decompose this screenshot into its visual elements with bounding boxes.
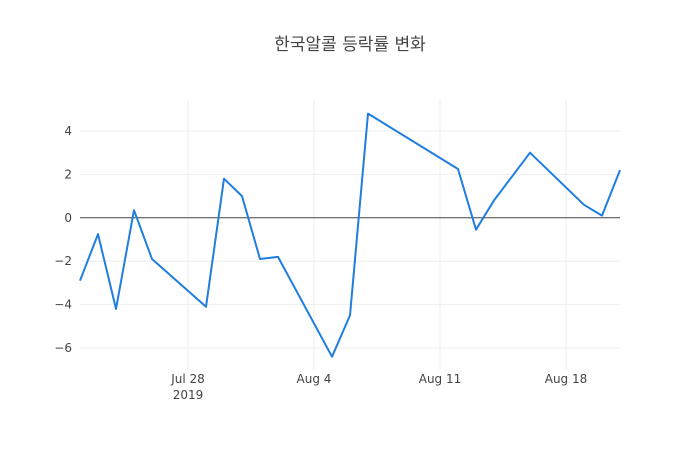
y-tick-label: 0: [64, 211, 72, 225]
y-tick-label: −4: [54, 298, 72, 312]
x-tick-label: Jul 28: [170, 372, 205, 386]
x-tick-label: Aug 11: [419, 372, 462, 386]
chart-title: 한국알콜 등락률 변화: [274, 35, 426, 55]
x-tick-labels: Jul 28 2019 Aug 4 Aug 11 Aug 18: [170, 372, 587, 402]
x-tick-sublabel: 2019: [173, 388, 204, 402]
y-tick-label: −2: [54, 254, 72, 268]
y-tick-label: −6: [54, 341, 72, 355]
y-tick-labels: 4 2 0 −2 −4 −6: [54, 124, 72, 355]
y-tick-label: 2: [64, 167, 72, 181]
y-tick-label: 4: [64, 124, 72, 138]
x-tick-label: Aug 4: [297, 372, 332, 386]
x-tick-label: Aug 18: [545, 372, 588, 386]
x-gridlines: [187, 100, 567, 370]
series-line: [79, 112, 621, 358]
series-group: [79, 112, 621, 358]
